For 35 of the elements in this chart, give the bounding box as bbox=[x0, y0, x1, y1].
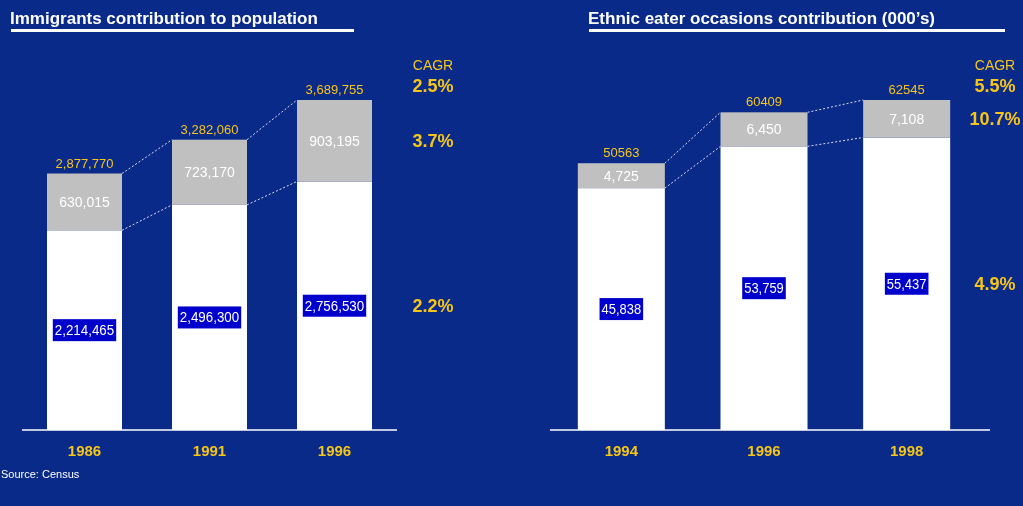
chart-title: Immigrants contribution to population bbox=[10, 9, 318, 28]
annotation: 3,689,755 bbox=[305, 82, 364, 97]
text: CAGR bbox=[974, 57, 1016, 73]
data-label: 4,725 bbox=[603, 167, 640, 184]
annotation: 4.9% bbox=[974, 273, 1016, 294]
annotation: 2,877,770 bbox=[55, 155, 114, 171]
bar bbox=[172, 139, 247, 205]
x-tick-label: 1998 bbox=[889, 442, 924, 459]
x-tick-label: 1991 bbox=[192, 442, 227, 459]
x-tick-label: 1996 bbox=[317, 442, 352, 459]
bar bbox=[863, 100, 951, 138]
bar bbox=[47, 173, 122, 231]
annotation: 62545 bbox=[888, 82, 925, 97]
data-label: 723,170 bbox=[184, 164, 236, 181]
annotation: 3,282,060 bbox=[180, 121, 239, 137]
data-label: 7,108 bbox=[889, 110, 925, 127]
data-label: 6,450 bbox=[746, 121, 782, 138]
annotation: 50563 bbox=[603, 145, 640, 161]
text: CAGR bbox=[412, 57, 454, 73]
annotation: 60409 bbox=[745, 94, 783, 110]
annotation: 10.7% bbox=[969, 108, 1021, 129]
x-tick-label: 1994 bbox=[604, 442, 639, 459]
text: 2.5% bbox=[412, 76, 454, 96]
chart-title: Ethnic eater occasions contribution (000’s) bbox=[588, 9, 936, 28]
x-tick-label: 1996 bbox=[747, 442, 781, 459]
bar bbox=[297, 100, 372, 182]
bar bbox=[577, 163, 665, 189]
source-note: Source: Census bbox=[1, 468, 80, 480]
text: 3.7% bbox=[412, 130, 454, 151]
data-label: 630,015 bbox=[59, 193, 111, 210]
text: 2.2% bbox=[412, 295, 454, 316]
text: 5.5% bbox=[974, 76, 1016, 96]
data-label: 903,195 bbox=[309, 132, 361, 149]
x-tick-label: 1986 bbox=[67, 442, 102, 459]
bar bbox=[720, 112, 808, 147]
